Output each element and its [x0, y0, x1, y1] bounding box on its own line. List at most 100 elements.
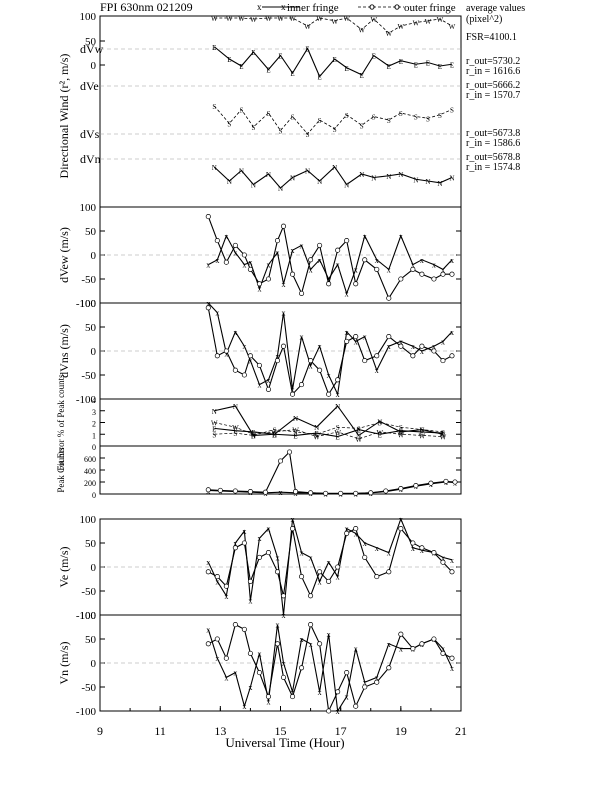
- point-outer-dvew-16: [344, 238, 350, 244]
- point-outer-dvew-14: [326, 281, 332, 287]
- point-inner-ve-26: x: [450, 556, 454, 565]
- r-in-4: r_in = 1574.8: [466, 162, 520, 173]
- point-inner-dvns-15: x: [336, 390, 340, 399]
- point-W-fit_error-8: W: [376, 429, 383, 437]
- point-outer-dvew-10: [289, 271, 296, 277]
- point-inner-dvns-14: x: [327, 371, 331, 380]
- marker-S-15: S: [414, 114, 418, 122]
- point-inner-vn-1: x: [215, 654, 219, 663]
- marker-W-3: W: [250, 16, 257, 24]
- marker-S-12: S: [372, 114, 376, 122]
- marker-W-13: W: [385, 30, 392, 38]
- point-inner-ve-13: x: [318, 577, 322, 586]
- point-inner-dvew-10: x: [291, 246, 295, 255]
- point-inner-dvns-24: x: [432, 342, 436, 351]
- marker-N-13: N: [386, 173, 391, 181]
- point-inner-ve-16: x: [345, 525, 349, 534]
- point-W-fit_error-11: W: [440, 434, 447, 442]
- marker-W-6: W: [289, 15, 296, 23]
- xtick-label-2: 13: [214, 724, 226, 738]
- point-inner-dvew-14: x: [327, 275, 331, 284]
- point-outer-vn-24: [431, 636, 437, 642]
- ytick-label-dvns-1: 50: [85, 322, 97, 334]
- point-outer-dvns-17: [353, 334, 359, 340]
- point-N-fit_error-3: N: [272, 431, 277, 439]
- legend-outer-marker-2: [394, 4, 400, 10]
- point-E-fit_error-3: E: [272, 431, 276, 439]
- legend: x x inner fringe outer fringe: [257, 2, 456, 14]
- marker-N-9: N: [332, 164, 337, 172]
- marker-N-17: N: [437, 180, 442, 188]
- series-fit_error-3: [214, 405, 444, 437]
- marker-S-11: S: [360, 122, 364, 130]
- point-inner-ve-25: x: [441, 553, 445, 562]
- point-outer-dvew-4: [241, 252, 247, 258]
- point-inner-ve-7: x: [266, 525, 270, 534]
- point-N-fit_error-1: N: [233, 403, 238, 411]
- point-inner-vn-2: x: [224, 673, 228, 682]
- series-dvns-0: [207, 302, 453, 397]
- marker-E-4: E: [266, 67, 270, 75]
- point-inner-ve-22: x: [411, 544, 415, 553]
- point-outer-dvns-15: [335, 377, 341, 383]
- r-out-3: r_out=5673.8: [466, 128, 520, 139]
- point-outer-vn-8: [274, 641, 281, 647]
- row-label-dVe: dVe: [80, 79, 99, 93]
- point-outer-vn-14: [326, 708, 332, 714]
- marker-E-11: E: [360, 72, 364, 80]
- point-inner-dvew-22: x: [411, 261, 415, 270]
- point-outer-dvns-9: [280, 343, 287, 349]
- point-N-fit_error-11: N: [440, 431, 445, 439]
- point-outer-dvns-18: [362, 358, 368, 364]
- marker-W-9: W: [331, 18, 338, 26]
- point-inner-dvew-15: x: [336, 261, 340, 270]
- marker-W-18: W: [449, 23, 456, 31]
- ylabel-dvew: dVew (m/s): [57, 227, 71, 283]
- marker-W-11: W: [358, 27, 365, 35]
- point-outer-peak-9: [323, 490, 329, 496]
- ytick-label-peak-0: 600: [84, 455, 96, 464]
- point-W-fit_error-10: W: [419, 432, 426, 440]
- marker-N-7: N: [305, 168, 310, 176]
- point-outer-peak-15: [413, 483, 419, 489]
- xtick-label-6: 21: [455, 724, 467, 738]
- point-W-fit_error-1: W: [232, 424, 239, 432]
- point-E-fit_error-8: E: [378, 431, 382, 439]
- point-S-fit_error-8: S: [378, 420, 382, 428]
- marker-S-6: S: [291, 114, 295, 122]
- ytick-label-vn-2: 0: [91, 658, 97, 670]
- point-outer-ve-4: [241, 540, 247, 546]
- point-inner-ve-1: x: [215, 577, 219, 586]
- point-N-fit_error-6: N: [335, 403, 340, 411]
- point-outer-peak-12: [368, 490, 374, 496]
- point-N-fit_error-9: N: [398, 429, 403, 437]
- point-outer-peak-10: [338, 490, 344, 496]
- point-outer-dvns-6: [256, 362, 262, 368]
- point-outer-dvew-11: [299, 290, 305, 296]
- point-outer-ve-10: [289, 526, 296, 532]
- point-outer-peak-4: [262, 489, 269, 495]
- ytick-label-ve-4: -100: [76, 610, 97, 622]
- point-E-fit_error-10: E: [420, 429, 424, 437]
- ytick-label-dvew-3: -50: [81, 274, 96, 286]
- point-inner-dvns-0: x: [206, 299, 210, 308]
- point-inner-dvns-7: x: [266, 376, 270, 385]
- panel-frame-directional: [99, 15, 462, 208]
- r-out-2: r_out=5666.2: [466, 80, 520, 91]
- marker-S-16: S: [426, 115, 430, 123]
- point-outer-peak-11: [353, 490, 359, 496]
- marker-N-18: N: [449, 175, 454, 183]
- point-inner-dvns-10: x: [291, 385, 295, 394]
- legend-outer-label: outer fringe: [404, 2, 456, 14]
- point-outer-ve-16: [344, 530, 350, 536]
- ytick-label-directional-1: 50: [85, 36, 97, 48]
- point-inner-dvns-2: x: [224, 349, 228, 358]
- series-fit_error-2: [214, 422, 443, 436]
- point-S-fit_error-0: S: [212, 431, 216, 439]
- point-inner-dvns-20: x: [387, 342, 391, 351]
- marker-S-10: S: [345, 112, 349, 120]
- point-inner-dvew-24: x: [432, 261, 436, 270]
- xtick-label-4: 17: [335, 724, 347, 738]
- point-inner-dvew-7: x: [266, 261, 270, 270]
